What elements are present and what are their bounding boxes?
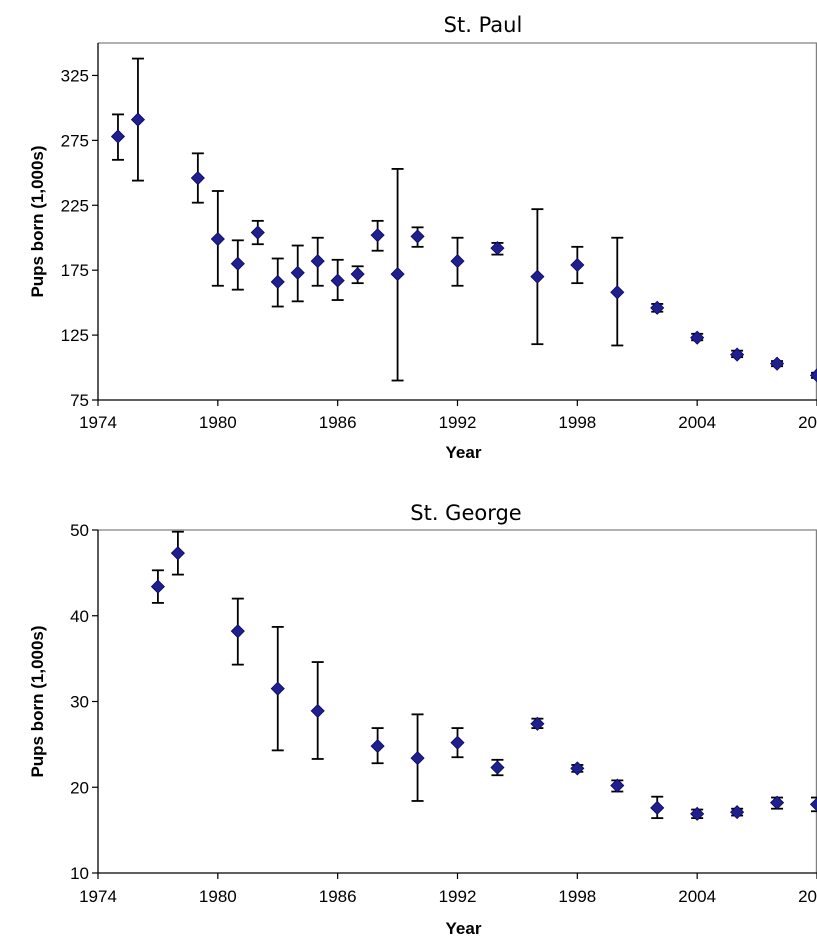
st-george-point-1985: [310, 703, 325, 718]
st-paul-point-2004: [690, 330, 705, 345]
st-george-point-1977: [150, 579, 165, 594]
st-george-point-2010: [809, 797, 817, 812]
st-paul-point-1976: [130, 112, 146, 127]
st-george-point-2000: [610, 778, 625, 793]
st-george-x-tick-label: 1992: [439, 887, 477, 906]
st-paul-x-tick-label: 1974: [79, 413, 117, 432]
st-george-y-tick-label: 50: [70, 521, 89, 540]
st-george-x-tick-label: 1986: [319, 887, 357, 906]
st-george-point-2006: [730, 805, 745, 820]
st-paul-point-2008: [769, 356, 785, 371]
st-george-point-2002: [650, 800, 665, 815]
st-george-point-1998: [570, 761, 585, 776]
st-george-point-1981: [230, 624, 245, 639]
st-george-title: St. George: [410, 501, 521, 525]
st-paul-point-1998: [570, 257, 585, 273]
st-paul-x-tick-label: 2010: [798, 413, 817, 432]
st-paul-point-2006: [730, 347, 745, 362]
st-paul-point-2010: [809, 368, 817, 383]
st-paul-y-tick-label: 175: [61, 261, 89, 280]
st-paul-y-axis-label: Pups born (1,000s): [28, 145, 47, 297]
st-george-y-tick-label: 20: [70, 778, 89, 797]
st-paul-point-1989: [390, 267, 405, 282]
st-george-x-tick-label: 1998: [558, 887, 596, 906]
st-george-point-1990: [410, 751, 425, 766]
st-george-x-tick-label: 2004: [678, 887, 716, 906]
st-george-y-tick-label: 30: [70, 693, 89, 712]
st-paul-point-1996: [530, 269, 545, 284]
st-paul-x-tick-label: 1992: [439, 413, 477, 432]
st-george-point-1983: [270, 681, 285, 696]
st-paul-y-tick-label: 325: [61, 66, 89, 85]
st-paul-panel: St. Paul 75 125 175 225 275 325 1974 1980 1986 199…: [28, 13, 817, 462]
st-george-data-points: [150, 530, 817, 821]
st-george-y-tick-label: 40: [70, 607, 89, 626]
st-george-point-2008: [769, 795, 785, 810]
st-paul-point-1992: [450, 254, 465, 269]
st-paul-point-1994: [490, 241, 505, 256]
st-paul-data-points: [110, 57, 817, 383]
st-george-x-tick-label: 1980: [199, 887, 237, 906]
st-paul-point-1985: [310, 254, 325, 269]
st-paul-x-axis-label: Year: [446, 443, 482, 462]
st-george-x-tick-label: 2010: [798, 887, 817, 906]
st-paul-x-tick-label: 1980: [199, 413, 237, 432]
st-paul-point-1979: [190, 170, 205, 186]
st-paul-point-1981: [230, 256, 245, 271]
st-george-x-tick-label: 1974: [79, 887, 117, 906]
st-paul-point-1982: [250, 225, 265, 240]
st-paul-point-1987: [350, 267, 365, 282]
st-george-point-1996: [530, 716, 545, 731]
st-paul-x-tick-label: 2004: [678, 413, 716, 432]
st-george-point-1988: [370, 739, 385, 754]
st-george-point-1992: [450, 735, 465, 750]
st-paul-y-tick-label: 225: [61, 196, 89, 215]
st-paul-point-1984: [290, 265, 305, 280]
st-paul-y-tick-label: 275: [61, 131, 89, 150]
st-george-point-1994: [490, 760, 505, 775]
st-paul-y-tick-label: 125: [61, 326, 89, 345]
st-paul-point-1988: [370, 228, 385, 243]
st-paul-x-tick-label: 1998: [558, 413, 596, 432]
st-paul-point-1983: [270, 274, 285, 289]
st-paul-point-1990: [410, 229, 425, 244]
st-george-x-axis-label: Year: [446, 919, 482, 938]
st-george-panel: St. George 10 20 30 40 50 1974 1980 1986 1992 1998…: [28, 501, 817, 938]
st-paul-point-1986: [330, 273, 345, 288]
st-paul-point-1980: [210, 231, 225, 247]
st-paul-point-2002: [650, 300, 665, 315]
st-paul-point-1975: [110, 129, 126, 144]
st-paul-title: St. Paul: [444, 13, 523, 37]
st-paul-point-2000: [610, 285, 625, 300]
st-george-point-2004: [690, 806, 705, 821]
st-george-y-axis-label: Pups born (1,000s): [28, 625, 47, 777]
st-george-y-tick-label: 10: [70, 864, 89, 883]
st-paul-x-tick-label: 1986: [319, 413, 357, 432]
st-paul-y-tick-label: 75: [70, 391, 89, 410]
st-george-point-1978: [170, 546, 185, 561]
